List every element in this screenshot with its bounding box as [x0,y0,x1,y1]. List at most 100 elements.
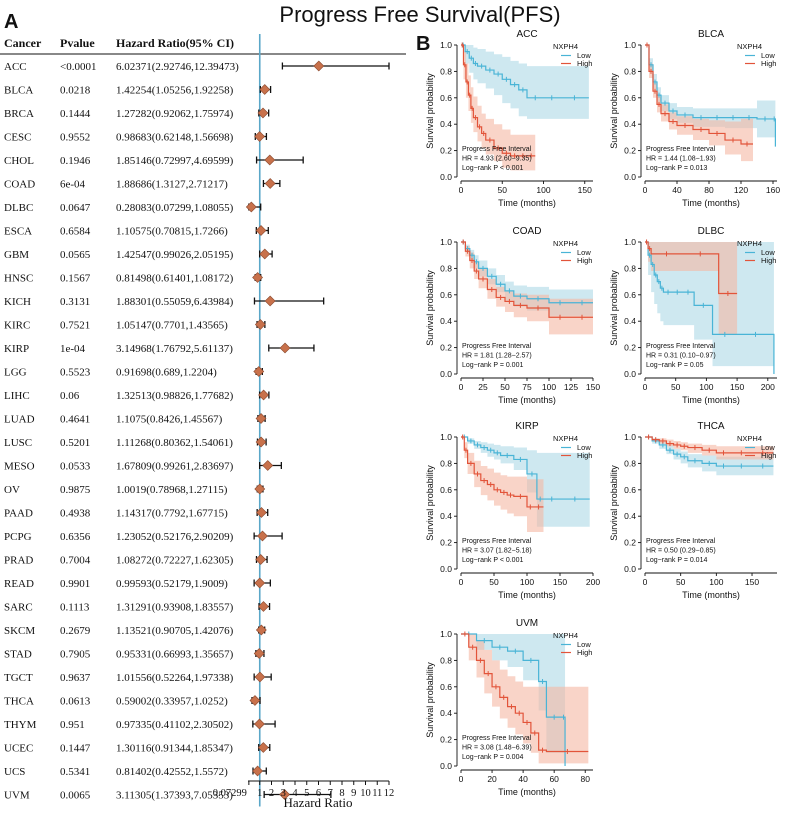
header-cancer: Cancer [4,36,42,50]
hr-marker [264,295,276,307]
hr-marker [254,577,266,589]
pvalue-label: 0.0065 [60,790,91,802]
cancer-label: COAD [4,179,35,191]
y-tick-label: 0.0 [440,172,452,182]
hr-ci-label: 1.88686(1.3127,2.71217) [116,179,228,191]
annotation-line: Log−rank P = 0.05 [646,362,704,369]
panel-title: KIRP [515,421,539,432]
x-tick-label: 60 [549,774,559,784]
panel-title: DLBC [698,226,725,237]
annotation-line: Progress Free Interval [646,146,716,153]
hr-marker [252,272,264,283]
x-tick-label: 120 [734,185,748,195]
ci-band [645,242,738,335]
pvalue-label: 6e-04 [60,179,86,191]
y-tick-label: 0.2 [440,735,452,745]
forest-row: GBM 0.0565 1.42547(0.99026,2.05195) [4,248,273,261]
ci-band [461,634,589,764]
x-tick-label: 75 [522,382,532,392]
cancer-label: BLCA [4,85,33,97]
cancer-label: PRAD [4,555,33,567]
hr-ci-label: 3.14968(1.76792,5.61137) [116,343,233,355]
forest-rows: ACC <0.0001 6.02371(2.92746,12.39473) BLCA 0… [4,34,390,807]
x-tick-label: 0 [643,185,648,195]
y-tick-label: 0.4 [624,511,636,521]
forest-tick-label: 2 [269,788,274,799]
x-tick-label: 80 [581,774,591,784]
y-tick-label: 1.0 [624,40,636,50]
annotation-line: Progress Free Interval [462,538,532,545]
x-axis-label: Time (months) [498,590,556,600]
x-tick-label: 50 [671,382,681,392]
hr-marker [279,342,291,354]
hr-ci-label: 0.28083(0.07299,1.08055) [116,202,234,214]
pvalue-label: 0.1567 [60,273,91,285]
forest-plot: Cancer Pvalue Hazard Ratio(95% CI) ACC <0… [0,34,406,810]
ci-band [461,45,536,171]
x-tick-label: 0 [643,577,648,587]
hr-ci-label: 0.97335(0.41102,2.30502) [116,719,233,731]
x-tick-label: 200 [761,382,775,392]
pvalue-label: 0.4938 [60,508,91,520]
cancer-label: MESO [4,461,35,473]
forest-row: DLBC 0.0647 0.28083(0.07299,1.08055) [4,201,262,214]
forest-row: LUSC 0.5201 1.11268(0.80362,1.54061) [4,436,267,449]
forest-row: LUAD 0.4641 1.1075(0.8426,1.45567) [4,413,267,426]
legend-entry: Low [761,51,775,60]
cancer-label: KIRP [4,343,29,355]
x-axis-label: Time (months) [498,787,556,797]
forest-tick-label: 0.07299 [213,788,247,799]
y-axis-label: Survival probability [609,270,619,346]
survival-curve [461,633,589,753]
x-tick-label: 50 [489,577,499,587]
legend-entry: High [761,256,776,265]
x-tick-label: 0 [459,382,464,392]
y-tick-label: 1.0 [624,432,636,442]
hr-marker [252,765,263,777]
cancer-label: DLBC [4,202,33,214]
hr-ci-label: 1.10575(0.70815,1.7266) [116,226,228,238]
y-tick-label: 0.6 [624,485,636,495]
y-tick-label: 0.8 [624,458,636,468]
ci-band [645,45,753,162]
hr-marker [254,131,266,142]
legend-entry: High [577,256,592,265]
pvalue-label: 0.3131 [60,296,90,308]
pvalue-label: <0.0001 [60,61,96,73]
annotation-line: HR = 4.93 (2.60−9.35) [462,156,532,163]
forest-row: PAAD 0.4938 1.14317(0.7792,1.67715) [4,507,269,520]
hr-marker [259,248,271,260]
x-axis-label: Time (months) [498,395,556,405]
hr-ci-label: 3.11305(1.37393,7.05353) [116,790,233,802]
forest-tick-label: 9 [351,788,356,799]
hr-marker [245,201,257,213]
pvalue-label: 0.1946 [60,155,91,167]
hr-marker [255,436,267,448]
hr-marker [255,624,267,636]
hr-ci-label: 0.59002(0.33957,1.0252) [116,696,228,708]
legend-entry: Low [761,443,775,452]
pvalue-label: 0.9637 [60,672,91,684]
pvalue-label: 0.7004 [60,555,91,567]
header-hazard-ratio: Hazard Ratio(95% CI) [116,36,234,50]
km-panels: 0.0 0.2 0.4 0.6 0.8 1.0 0 50 100 150 Time (months)… [425,29,780,797]
legend-title: NXPH4 [553,434,578,443]
legend-entry: Low [577,443,591,452]
x-axis-label: Time (months) [498,198,556,208]
panel-title: COAD [513,226,542,237]
cancer-label: LGG [4,367,27,379]
survival-curve [461,436,544,508]
hr-ci-label: 1.05147(0.7701,1.43565) [116,320,228,332]
hr-ci-label: 0.99593(0.52179,1.9009) [116,578,228,590]
y-tick-label: 0.4 [440,708,452,718]
x-axis-label: Time (months) [682,395,740,405]
legend-title: NXPH4 [553,239,578,248]
cancer-label: CHOL [4,155,34,167]
pvalue-label: 0.0533 [60,461,91,473]
panel-title: UVM [516,618,538,629]
legend-title: NXPH4 [737,434,762,443]
pvalue-label: 0.0647 [60,202,91,214]
x-tick-label: 100 [542,382,556,392]
annotation-line: Log−rank P = 0.013 [646,165,707,172]
forest-row: KICH 0.3131 1.88301(0.55059,6.43984) [4,295,325,308]
